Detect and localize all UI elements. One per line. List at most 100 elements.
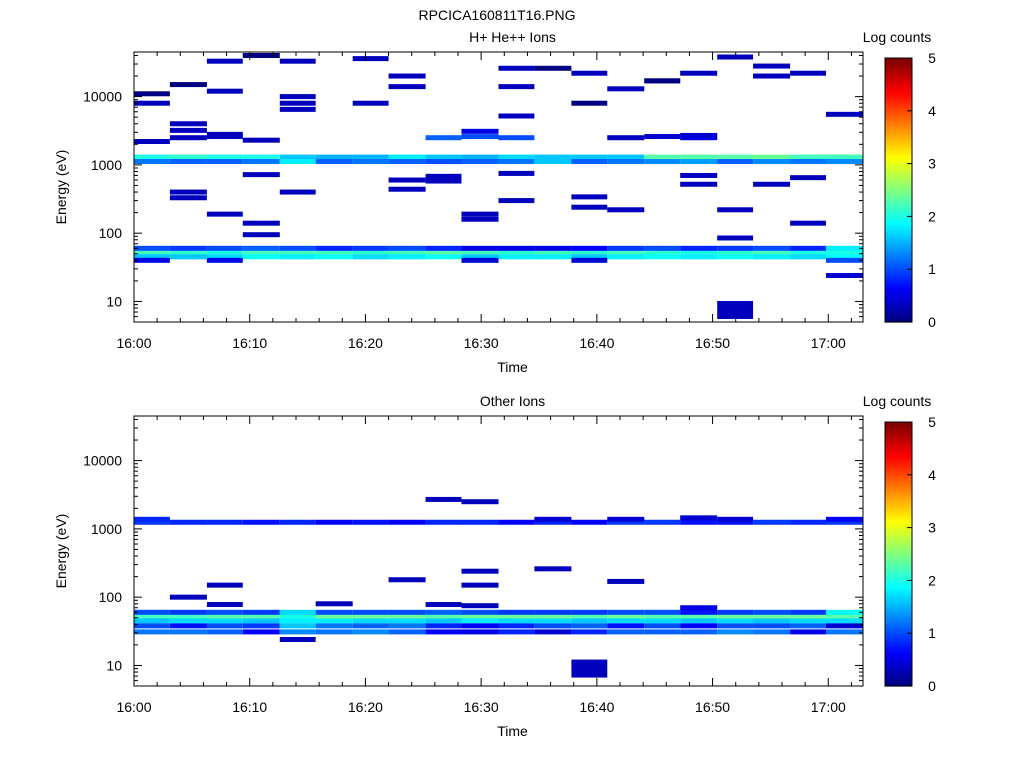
y-axis-label: Energy (eV)	[53, 150, 69, 225]
colorbar-segment	[885, 197, 912, 202]
y-tick-label: 1000	[91, 157, 122, 173]
colorbar-segment	[885, 290, 912, 294]
heatmap-cell	[279, 159, 316, 165]
heatmap-cell	[461, 618, 499, 624]
heatmap-cell	[790, 618, 826, 624]
heatmap-cell	[498, 245, 535, 251]
heatmap-cell	[315, 245, 353, 251]
heatmap-cell	[717, 54, 754, 60]
heatmap-cell	[571, 618, 608, 624]
heatmap-cell	[206, 602, 243, 608]
colorbar-segment	[885, 630, 912, 634]
heatmap-cell	[825, 519, 863, 525]
heatmap-cell	[425, 519, 462, 525]
heatmap-cell	[498, 519, 535, 525]
heatmap-cell	[534, 614, 572, 620]
heatmap-cell	[534, 609, 572, 615]
heatmap-cell	[753, 618, 791, 624]
heatmap-cell	[425, 609, 462, 615]
heatmap-cell	[571, 70, 608, 76]
heatmap-cell	[461, 568, 499, 574]
colorbar-segment	[885, 680, 912, 684]
heatmap-cell	[461, 154, 499, 160]
colorbar-segment	[885, 171, 912, 175]
colorbar-segment	[885, 635, 912, 640]
heatmap-cell	[388, 177, 426, 183]
heatmap-cell	[644, 154, 681, 160]
colorbar-segment	[885, 625, 912, 629]
colorbar-segment	[885, 240, 912, 244]
colorbar-tick-label: 4	[928, 103, 936, 119]
colorbar-segment	[885, 219, 912, 223]
heatmap-cell	[717, 516, 754, 522]
colorbar-segment	[885, 530, 912, 534]
colorbar-segment	[885, 271, 912, 276]
colorbar-segment	[885, 89, 912, 93]
colorbar-segment	[885, 266, 912, 270]
heatmap-cell	[607, 245, 645, 251]
colorbar-segment	[885, 155, 912, 159]
heatmap-cell	[134, 254, 170, 260]
colorbar-segment	[885, 427, 912, 431]
heatmap-cell	[206, 614, 243, 620]
heatmap-cell	[825, 618, 863, 624]
heatmap-cell	[571, 659, 608, 678]
heatmap-cell	[825, 257, 863, 263]
heatmap-cell	[607, 254, 645, 260]
heatmap-cell	[498, 250, 535, 256]
colorbar-segment	[885, 617, 912, 621]
colorbar-segment	[885, 73, 912, 78]
colorbar-segment	[885, 216, 912, 220]
colorbar-segment	[885, 672, 912, 677]
colorbar-segment	[885, 580, 912, 584]
colorbar-segment	[885, 195, 912, 199]
heatmap-cell	[680, 245, 718, 251]
heatmap-cell	[607, 578, 645, 584]
panel-title: Other Ions	[480, 393, 545, 409]
heatmap-cell	[134, 154, 170, 160]
heatmap-cell	[498, 113, 535, 119]
heatmap-cell	[134, 100, 170, 106]
colorbar-segment	[885, 113, 912, 117]
colorbar-segment	[885, 58, 912, 62]
colorbar-segment	[885, 208, 912, 212]
heatmap-cell	[717, 623, 754, 629]
colorbar-segment	[885, 229, 912, 233]
colorbar-segment	[885, 422, 912, 426]
colorbar-segment	[885, 649, 912, 653]
heatmap-cell	[242, 159, 280, 165]
heatmap-cell	[315, 629, 353, 635]
colorbar-segment	[885, 678, 912, 682]
colorbar-segment	[885, 543, 912, 547]
heatmap-cell	[461, 128, 499, 134]
heatmap-cell	[169, 135, 207, 141]
colorbar-segment	[885, 92, 912, 96]
heatmap-cell	[825, 272, 863, 278]
colorbar-segment	[885, 435, 912, 439]
heatmap-cell	[790, 175, 826, 181]
heatmap-cell	[498, 254, 535, 260]
heatmap-cell	[498, 618, 535, 624]
heatmap-cell	[352, 154, 389, 160]
colorbar-segment	[885, 609, 912, 613]
heatmap-cell	[717, 300, 754, 319]
heatmap-cell	[169, 127, 207, 133]
heatmap-cell	[571, 614, 608, 620]
colorbar-segment	[885, 71, 912, 75]
heatmap-cell	[134, 629, 170, 635]
plot-area	[134, 416, 863, 686]
heatmap-cell	[825, 254, 863, 260]
heatmap-cell	[607, 159, 645, 165]
colorbar-segment	[885, 564, 912, 568]
colorbar-segment	[885, 429, 912, 434]
heatmap-cell	[169, 614, 207, 620]
colorbar-segment	[885, 308, 912, 313]
colorbar-segment	[885, 142, 912, 146]
colorbar-segment	[885, 226, 912, 231]
colorbar-tick-label: 0	[928, 314, 936, 330]
heatmap-cell	[790, 623, 826, 629]
heatmap-cell	[607, 519, 645, 525]
heatmap-cell	[388, 250, 426, 256]
colorbar-segment	[885, 506, 912, 510]
